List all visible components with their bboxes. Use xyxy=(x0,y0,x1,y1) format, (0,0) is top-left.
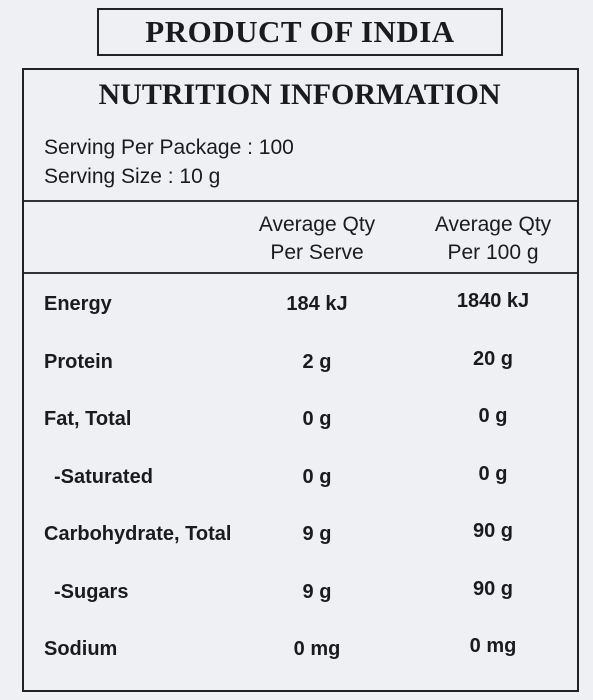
nutrient-name: Protein xyxy=(44,350,113,373)
column-header: Per 100 g xyxy=(447,241,539,264)
column-header: Average Qty xyxy=(258,213,376,236)
nutrition-title: NUTRITION INFORMATION xyxy=(98,78,501,111)
nutrient-name: Carbohydrate, Total xyxy=(44,523,232,545)
value-cell: 0 g xyxy=(478,405,508,427)
divider xyxy=(24,200,577,202)
value-cell: 9 g xyxy=(302,523,332,545)
value-cell: 0 g xyxy=(302,465,332,488)
column-header: Average Qty xyxy=(434,213,552,236)
column-header: Per Serve xyxy=(270,241,364,264)
nutrient-name: -Saturated xyxy=(54,465,153,488)
value-cell: 0 g xyxy=(302,408,332,430)
nutrient-name: Sodium xyxy=(44,638,118,660)
value-cell: 20 g xyxy=(472,347,514,370)
nutrition-panel xyxy=(22,68,579,692)
divider xyxy=(24,272,577,274)
value-cell: 9 g xyxy=(302,580,332,603)
product-origin: PRODUCT OF INDIA xyxy=(97,8,503,56)
value-cell: 90 g xyxy=(472,520,514,542)
serving-line: Serving Size : 10 g xyxy=(44,165,221,188)
value-cell: 90 g xyxy=(472,577,514,600)
serving-line: Serving Per Package : 100 xyxy=(44,136,294,159)
nutrient-name: Energy xyxy=(44,293,112,315)
value-cell: 0 g xyxy=(478,462,508,485)
value-cell: 1840 kJ xyxy=(456,290,530,312)
nutrient-name: -Sugars xyxy=(54,580,129,603)
value-cell: 0 mg xyxy=(469,635,517,657)
value-cell: 0 mg xyxy=(293,638,341,660)
value-cell: 184 kJ xyxy=(286,293,348,315)
value-cell: 2 g xyxy=(302,350,332,373)
nutrient-name: Fat, Total xyxy=(44,408,132,430)
